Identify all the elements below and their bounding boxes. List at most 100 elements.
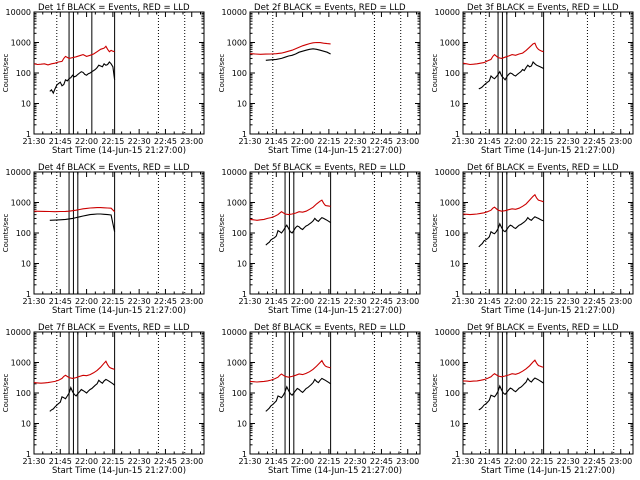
panel-title-legend: BLACK = Events, RED = LLD <box>496 163 619 173</box>
x-tick-label: 22:45 <box>583 137 606 146</box>
x-tick-label: 22:45 <box>583 297 606 306</box>
panel-5: 1 10 100 1000 10000 21:30 21:45 22:00 22:15 22:30… <box>218 163 421 315</box>
panel-title: Det 5f BLACK = Events, RED = LLD <box>254 163 406 173</box>
panel-title-detector: Det 5f <box>254 163 283 173</box>
x-tick-label: 21:45 <box>49 297 72 306</box>
x-tick-label: 22:30 <box>557 457 580 466</box>
x-tick-label: 22:00 <box>291 457 314 466</box>
x-tick-label: 22:45 <box>370 137 393 146</box>
y-axis-label: Counts/sec <box>218 54 226 93</box>
panel-title-legend: BLACK = Events, RED = LLD <box>283 323 406 333</box>
panel-1: 1 10 100 1000 10000 21:30 21:45 22:00 22:15 22:30… <box>2 3 205 155</box>
y-tick-label: 1 <box>242 130 247 139</box>
x-axis-label: Start Time (14-Jun-15 21:27:00) <box>481 145 615 155</box>
x-axis-label: Start Time (14-Jun-15 21:27:00) <box>268 305 402 315</box>
x-tick-label: 21:30 <box>22 137 45 146</box>
panel-title: Det 8f BLACK = Events, RED = LLD <box>254 323 406 333</box>
x-tick-label: 22:15 <box>317 137 340 146</box>
events-series-line <box>265 377 331 412</box>
y-tick-label: 10000 <box>435 168 460 177</box>
y-tick-label: 10000 <box>222 328 247 337</box>
y-tick-label: 10 <box>450 420 460 429</box>
panel-2: 1 10 100 1000 10000 21:30 21:45 22:00 22:15 22:30… <box>218 3 421 155</box>
panel-4: 1 10 100 1000 10000 21:30 21:45 22:00 22:15 22:30… <box>2 163 205 315</box>
y-tick-label: 10 <box>450 260 460 269</box>
panel-title-legend: BLACK = Events, RED = LLD <box>496 323 619 333</box>
panel-title: Det 4f BLACK = Events, RED = LLD <box>38 163 190 173</box>
x-tick-label: 23:00 <box>609 457 632 466</box>
x-axis-label: Start Time (14-Jun-15 21:27:00) <box>268 465 402 475</box>
y-tick-label: 10000 <box>6 328 31 337</box>
x-tick-label: 22:00 <box>504 137 527 146</box>
panel-title-detector: Det 8f <box>254 323 283 333</box>
panel-title-legend: BLACK = Events, RED = LLD <box>496 3 619 13</box>
panel-title-legend: BLACK = Events, RED = LLD <box>283 3 406 13</box>
x-tick-label: 23:00 <box>396 457 419 466</box>
x-tick-label: 22:15 <box>530 457 553 466</box>
y-tick-label: 10 <box>237 260 247 269</box>
lld-series-line <box>33 45 115 66</box>
x-tick-label: 22:00 <box>291 137 314 146</box>
x-tick-label: 21:45 <box>478 137 501 146</box>
y-axis-label: Counts/sec <box>431 214 439 253</box>
panel-title-legend: BLACK = Events, RED = LLD <box>67 3 190 13</box>
panel-title: Det 2f BLACK = Events, RED = LLD <box>254 3 406 13</box>
x-tick-label: 23:00 <box>180 137 203 146</box>
panel-title-detector: Det 3f <box>467 3 496 13</box>
events-series-line <box>478 377 544 411</box>
y-tick-label: 10000 <box>222 8 247 17</box>
y-tick-label: 10 <box>237 420 247 429</box>
x-axis-label: Start Time (14-Jun-15 21:27:00) <box>481 465 615 475</box>
panel-8: 1 10 100 1000 10000 21:30 21:45 22:00 22:15 22:30… <box>218 323 421 475</box>
events-series-line <box>265 48 331 61</box>
y-tick-label: 1000 <box>11 39 31 48</box>
x-tick-label: 23:00 <box>180 297 203 306</box>
y-tick-label: 1000 <box>440 359 460 368</box>
lld-series-line <box>462 42 544 66</box>
x-tick-label: 22:45 <box>154 457 177 466</box>
x-tick-label: 22:30 <box>344 297 367 306</box>
events-series-line <box>49 213 116 232</box>
x-tick-label: 22:15 <box>317 297 340 306</box>
x-tick-label: 21:30 <box>238 457 261 466</box>
x-tick-label: 21:45 <box>49 137 72 146</box>
x-tick-label: 21:30 <box>451 297 474 306</box>
events-series-line <box>478 61 544 90</box>
y-tick-label: 1 <box>26 450 31 459</box>
y-tick-label: 10000 <box>222 168 247 177</box>
events-series-line <box>478 216 544 248</box>
y-tick-label: 1000 <box>440 199 460 208</box>
y-tick-label: 100 <box>16 229 31 238</box>
y-tick-label: 1000 <box>227 199 247 208</box>
y-tick-label: 1 <box>26 130 31 139</box>
panel-title-detector: Det 2f <box>254 3 283 13</box>
y-tick-label: 10000 <box>6 8 31 17</box>
x-tick-label: 21:45 <box>265 457 288 466</box>
plot-frame <box>33 11 205 135</box>
plot-frame <box>249 331 421 455</box>
y-axis-label: Counts/sec <box>2 54 10 93</box>
plot-frame <box>462 331 634 455</box>
x-tick-label: 22:00 <box>504 457 527 466</box>
plot-frame <box>249 11 421 135</box>
lld-series-line <box>249 359 331 383</box>
y-tick-label: 1 <box>455 450 460 459</box>
x-tick-label: 22:00 <box>75 137 98 146</box>
panel-title-detector: Det 6f <box>467 163 496 173</box>
panel-title-legend: BLACK = Events, RED = LLD <box>67 323 190 333</box>
x-tick-label: 23:00 <box>609 297 632 306</box>
y-axis-label: Counts/sec <box>431 374 439 413</box>
x-tick-label: 22:15 <box>101 457 124 466</box>
plot-frame <box>33 171 205 295</box>
y-tick-label: 10 <box>237 100 247 109</box>
plot-frame <box>462 171 634 295</box>
x-tick-label: 23:00 <box>609 137 632 146</box>
x-tick-label: 21:45 <box>49 457 72 466</box>
panel-title-detector: Det 7f <box>38 323 67 333</box>
y-tick-label: 1 <box>26 290 31 299</box>
y-tick-label: 100 <box>445 69 460 78</box>
x-axis-label: Start Time (14-Jun-15 21:27:00) <box>52 465 186 475</box>
x-tick-label: 22:15 <box>530 297 553 306</box>
x-tick-label: 21:30 <box>451 137 474 146</box>
